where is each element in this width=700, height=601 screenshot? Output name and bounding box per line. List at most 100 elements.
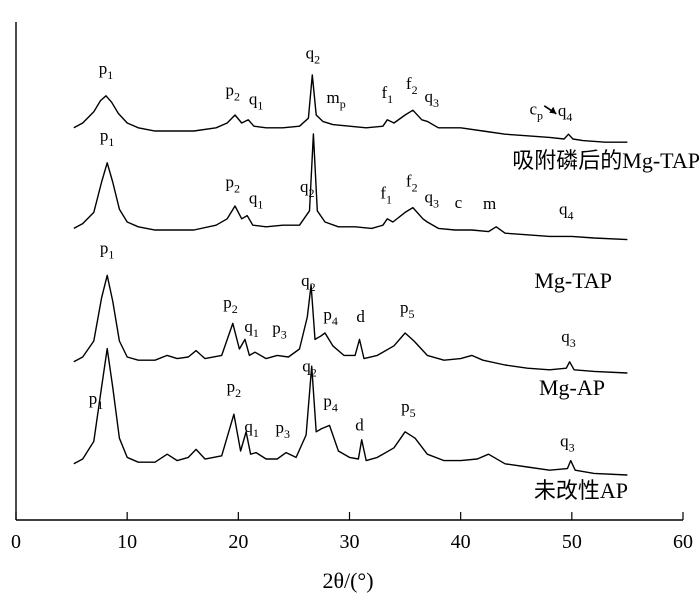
peak-subscript: 3 [570, 336, 576, 350]
peak-letter: q [244, 317, 253, 336]
peak-label-2-4: q2 [300, 177, 315, 200]
peak-label-1-5: mp [327, 88, 346, 111]
peak-letter: q [249, 89, 258, 108]
peak-subscript: 3 [569, 441, 575, 455]
peak-label-2-5: f1 [380, 183, 392, 206]
peak-letter: f [381, 83, 387, 102]
peak-letter: p [323, 392, 332, 411]
peak-label-4-8: p5 [401, 397, 416, 420]
peak-subscript: 2 [311, 366, 317, 380]
peak-subscript: 1 [387, 92, 393, 106]
peak-label-3-1: p1 [100, 238, 115, 261]
peak-subscript: 1 [257, 98, 263, 112]
peak-letter: m [483, 194, 496, 213]
series-line-3 [73, 274, 628, 374]
peak-label-1-7: f2 [406, 74, 418, 97]
peak-subscript: 1 [97, 398, 103, 412]
peak-label-4-4: p3 [276, 418, 291, 441]
x-tick-label-60: 60 [673, 531, 693, 553]
series-traces [73, 74, 628, 476]
peak-letter: q [560, 432, 569, 451]
peak-letter: q [301, 271, 310, 290]
peak-subscript: 5 [409, 307, 415, 321]
series-label-4: 未改性AP [534, 478, 628, 503]
peak-label-2-9: m [483, 194, 496, 213]
peak-label-1-6: f1 [381, 83, 393, 106]
peak-letter: q [300, 177, 309, 196]
peak-letter: p [99, 59, 108, 78]
peak-subscript: 2 [314, 53, 320, 67]
peak-subscript: 1 [108, 247, 114, 261]
peak-label-2-7: q3 [425, 188, 440, 211]
peak-subscript: 1 [253, 426, 259, 440]
peak-label-2-6: f2 [406, 171, 418, 194]
peak-subscript: 3 [433, 96, 439, 110]
peak-label-4-5: q2 [302, 357, 317, 380]
peak-letter: p [223, 293, 232, 312]
peak-letter: c [455, 193, 463, 212]
peak-letter: p [100, 238, 109, 257]
peak-label-3-5: q2 [301, 271, 316, 294]
series-labels: 吸附磷后的Mg-TAP Mg-TAP Mg-AP 未改性AP [512, 148, 700, 503]
peak-letter: q [558, 101, 567, 120]
peak-label-4-7: d [355, 416, 364, 435]
peak-letter: m [327, 88, 340, 107]
peak-subscript: p [537, 108, 543, 122]
peak-label-2-3: q1 [249, 189, 264, 212]
peak-label-2-1: p1 [100, 126, 115, 149]
peak-label-3-2: p2 [223, 293, 238, 316]
peak-subscript: 2 [309, 186, 315, 200]
peak-label-4-2: p2 [227, 377, 242, 400]
series-line-1 [73, 74, 628, 143]
peak-subscript: 4 [566, 110, 572, 124]
peak-letter: q [425, 188, 434, 207]
series-label-2: Mg-TAP [534, 268, 612, 293]
peak-subscript: 1 [107, 68, 113, 82]
peak-subscript: 4 [568, 208, 574, 222]
peak-label-3-6: p4 [323, 305, 338, 328]
series-line-2 [73, 133, 628, 241]
peak-label-1-1: p1 [99, 59, 114, 82]
peak-label-4-1: p1 [89, 389, 104, 412]
peak-subscript: 4 [332, 401, 338, 415]
peak-label-3-8: p5 [400, 298, 415, 321]
peak-subscript: 3 [281, 328, 287, 342]
peak-letter: p [100, 126, 109, 145]
series-line-4 [73, 347, 628, 476]
peak-subscript: 2 [232, 302, 238, 316]
peak-letter: p [227, 377, 236, 396]
peak-letter: p [323, 305, 332, 324]
peak-letter: d [356, 307, 365, 326]
peak-label-4-9: q3 [560, 432, 575, 455]
peak-letter: q [561, 327, 570, 346]
x-tick-label-10: 10 [117, 531, 137, 553]
peak-label-2-2: p2 [226, 173, 241, 196]
peak-label-4-3: q1 [244, 417, 259, 440]
peak-letter: c [529, 99, 537, 118]
peak-subscript: 2 [412, 180, 418, 194]
peak-subscript: 4 [332, 314, 338, 328]
peak-letter: p [276, 418, 285, 437]
peak-letter: q [306, 44, 315, 63]
peak-label-1-8: q3 [425, 87, 440, 110]
series-label-3: Mg-AP [539, 375, 605, 400]
peak-subscript: 1 [386, 192, 392, 206]
peak-letter: q [302, 357, 311, 376]
peak-letter: f [406, 171, 412, 190]
peak-label-4-6: p4 [323, 392, 338, 415]
peak-label-1-9: cp [529, 99, 543, 122]
peak-label-1-10: q4 [558, 101, 573, 124]
peak-subscript: 2 [234, 89, 240, 103]
x-axis-ticks: 0 10 20 30 40 50 60 [11, 512, 693, 553]
peak-subscript: 3 [284, 427, 290, 441]
peak-letter: d [355, 416, 364, 435]
annotation-arrowhead [549, 106, 557, 114]
peak-letter: q [425, 87, 434, 106]
peak-letter: p [400, 298, 409, 317]
x-axis-label: 2θ/(°) [322, 568, 373, 593]
peak-letter: p [226, 80, 235, 99]
x-tick-label-50: 50 [562, 531, 582, 553]
peak-label-1-4: q2 [306, 44, 321, 67]
